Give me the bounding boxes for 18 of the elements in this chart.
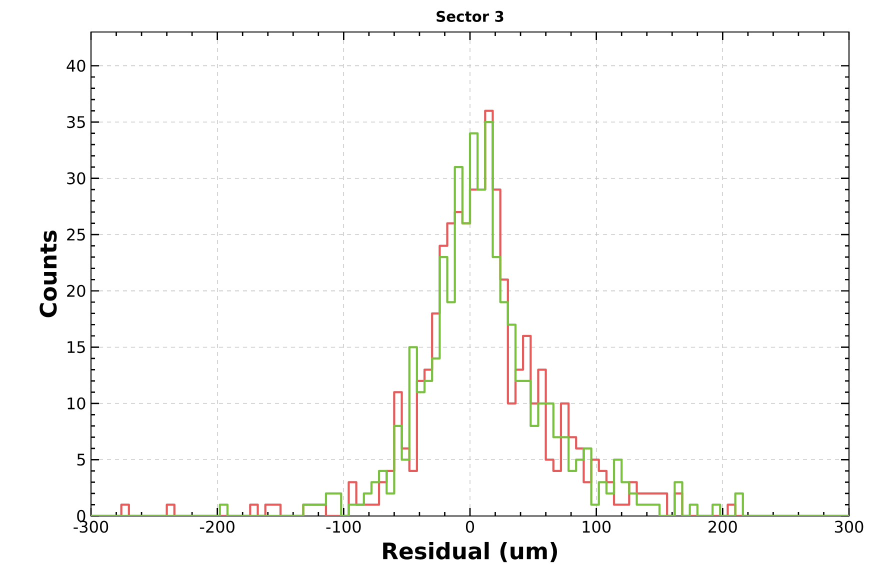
x-tick-label: -100 [326,520,361,533]
x-tick-label: 0 [466,520,474,533]
x-tick-label: 100 [582,520,611,533]
x-tick-label: 200 [708,520,737,533]
y-tick-label: 5 [77,454,85,466]
y-tick-label: 10 [68,397,86,410]
y-axis-title: Counts [40,230,57,318]
x-axis-title: Residual (um) [383,542,557,562]
y-tick-label: 30 [67,172,86,184]
y-tick-label: 40 [66,60,86,72]
y-tick-label: 35 [67,116,85,128]
y-tick-label: 20 [67,284,86,297]
chart-title: Sector 3 [436,10,504,22]
y-tick-label: 25 [67,228,85,241]
x-tick-label: 300 [834,520,864,533]
x-tick-label: -200 [200,520,234,533]
x-tick-label: -300 [74,520,108,533]
y-tick-label: 15 [68,341,85,354]
